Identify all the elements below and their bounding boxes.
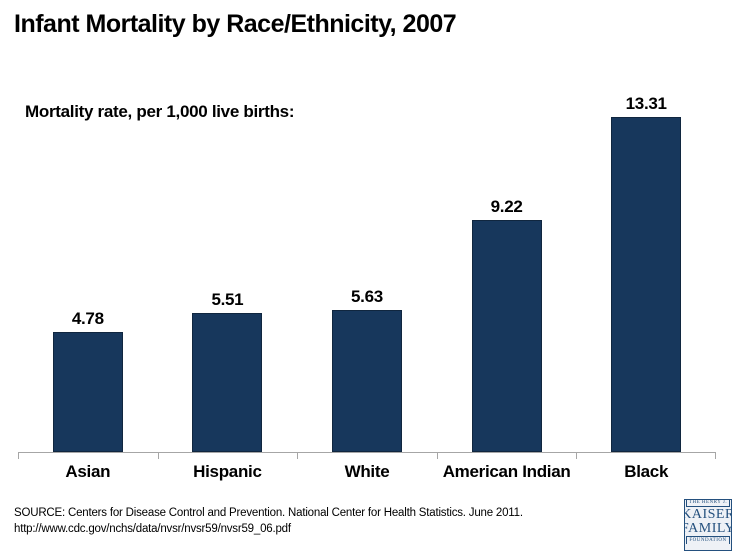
x-axis-labels: Asian Hispanic White American Indian Black [18,462,716,488]
x-axis-tick [297,452,299,459]
bar-group: 13.31 [576,94,716,452]
bar-group: 5.51 [158,95,298,452]
x-axis-tick-label: Hispanic [193,462,262,481]
bar-group: 9.22 [437,95,577,452]
bar [52,331,123,452]
source-line-2: http://www.cdc.gov/nchs/data/nvsr/nvsr59… [14,523,291,535]
x-axis-line [18,452,716,453]
x-axis-tick [576,452,578,459]
x-axis-tick [715,452,716,459]
bar-value-label: 9.22 [490,196,523,216]
bar-value-label: 13.31 [625,94,667,113]
source-line-1: SOURCE: Centers for Disease Control and … [14,507,523,519]
chart-subtitle: Mortality rate, per 1,000 live births: [25,102,295,121]
bar-value-label: 5.51 [211,290,244,310]
x-axis-tick-label: White [344,462,390,481]
logo-top-text: THE HENRY J. [685,500,731,507]
bar [192,313,263,452]
bar [471,219,542,452]
logo-name-line-1: KAISER [685,507,731,522]
bar-group: 5.63 [297,95,437,452]
x-axis-tick-label: Asian [65,462,111,481]
bar-group: 4.78 [18,95,158,452]
x-axis-tick-label: Black [624,462,669,481]
logo-name-line-2: FAMILY [685,521,731,536]
bar-value-label: 5.63 [351,287,383,307]
source-note: SOURCE: Centers for Disease Control and … [14,505,523,537]
bar-chart-plot-area: 4.78 5.51 5.63 9.22 13.31 [18,94,716,459]
x-axis-tick [436,452,438,459]
bar-value-label: 4.78 [71,308,104,328]
logo-bottom-text: FOUNDATION [686,536,730,544]
page-title: Infant Mortality by Race/Ethnicity, 2007 [14,10,457,38]
x-axis-tick [18,452,19,459]
bar [331,310,402,452]
kaiser-family-foundation-logo: THE HENRY J. KAISER FAMILY FOUNDATION [684,499,732,551]
x-axis-tick [157,452,159,459]
x-axis-tick-label: American Indian [442,462,571,481]
bar [611,117,682,452]
